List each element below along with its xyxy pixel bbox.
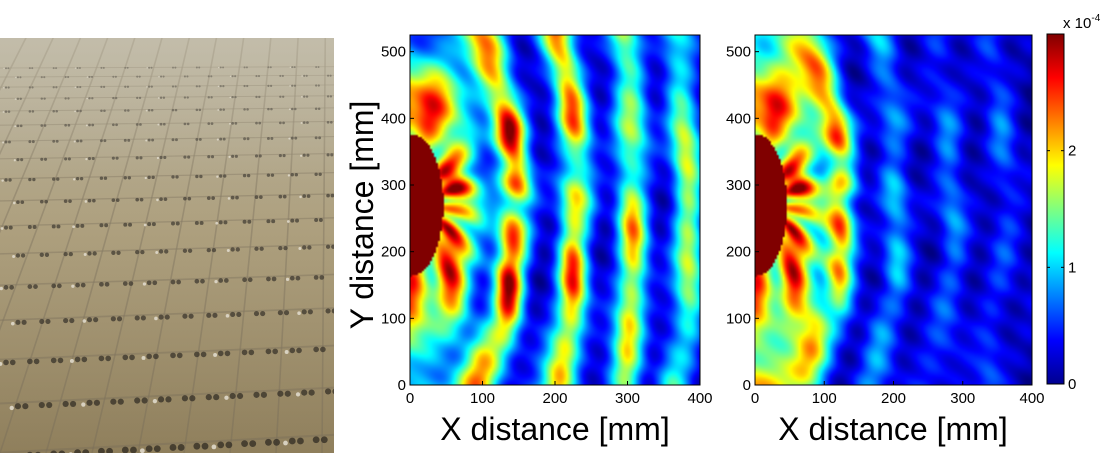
left-x-axis-title: X distance [mm] [440,411,669,447]
colorbar-exponent-label: x 10-4 [1063,13,1101,32]
y-tick-label: 100 [726,310,751,327]
antenna-array-photo [0,38,334,453]
y-tick-label: 0 [743,377,751,394]
y-tick-label: 0 [398,377,406,394]
left-field-intensity-image [410,35,700,385]
x-tick-label: 100 [812,390,837,407]
colorbar: 0 1 2 x 10-4 [1046,13,1101,393]
right-field-intensity-image [755,35,1032,385]
x-tick-label: 200 [881,390,906,407]
y-tick-label: 300 [381,177,406,194]
y-tick-label: 100 [381,310,406,327]
left-y-axis-title: Y distance [mm] [344,101,380,330]
x-tick-label: 200 [542,390,567,407]
y-tick-label: 400 [726,110,751,127]
x-tick-label: 300 [950,390,975,407]
x-tick-label: 300 [615,390,640,407]
y-tick-label: 500 [381,44,406,61]
colorbar-tick-label: 0 [1068,376,1076,393]
y-tick-label: 300 [726,177,751,194]
x-tick-label: 0 [406,390,414,407]
right-heatmap-plot: 0 100 200 300 400 0 100 200 300 400 500 X distanc… [726,34,1045,447]
x-tick-label: 100 [470,390,495,407]
y-tick-label: 400 [381,110,406,127]
x-tick-label: 400 [1019,390,1044,407]
y-tick-label: 200 [381,244,406,261]
colorbar-tick-label: 1 [1068,259,1076,276]
colorbar-gradient [1046,33,1065,385]
phased-array-board-photo-icon [0,38,334,453]
colorbar-tick-label: 2 [1068,143,1076,160]
y-tick-label: 500 [726,44,751,61]
right-x-axis-title: X distance [mm] [778,411,1007,447]
left-heatmap-plot: 0 100 200 300 400 0 100 200 300 400 500 X distanc… [344,34,713,447]
x-tick-label: 400 [687,390,712,407]
x-tick-label: 0 [751,390,759,407]
y-tick-label: 200 [726,244,751,261]
